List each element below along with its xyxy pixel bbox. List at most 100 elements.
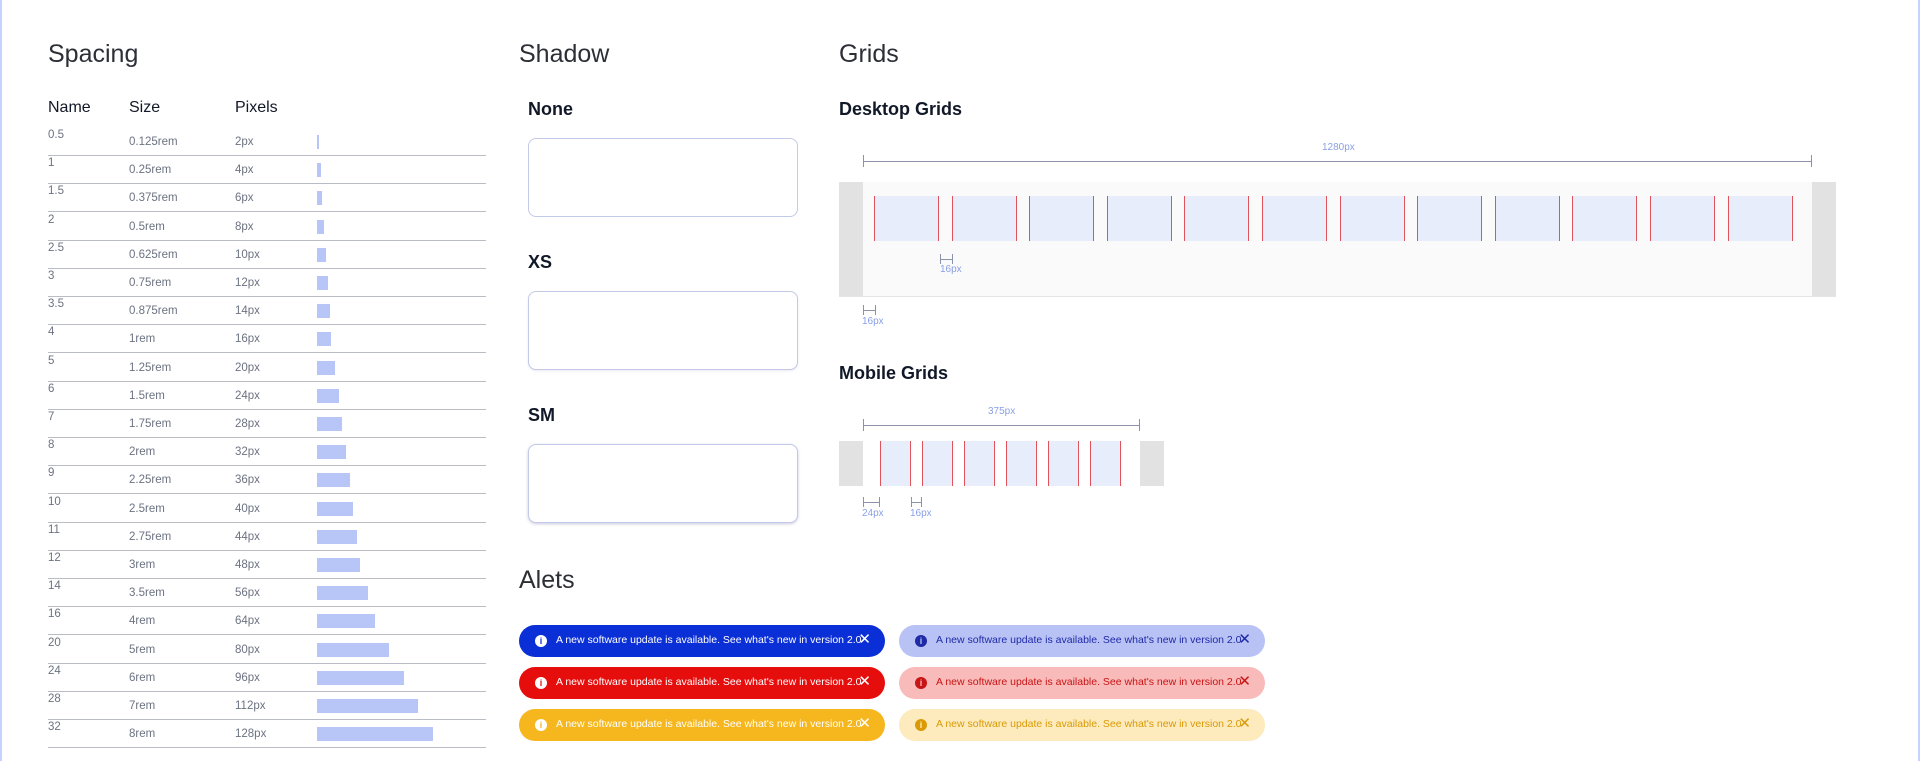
- spacing-name: 8: [48, 439, 55, 452]
- spacing-row: 10 2.5rem 40px: [48, 494, 486, 523]
- alert-message: A new software update is available. See …: [556, 676, 862, 688]
- mobile-grid-column: [1090, 441, 1121, 486]
- spacing-size: 0.75rem: [129, 277, 172, 289]
- shadow-sm-label: SM: [528, 405, 555, 425]
- close-icon[interactable]: ✕: [1238, 673, 1251, 690]
- spacing-row: 32 8rem 128px: [48, 719, 486, 749]
- mobile-width-line: [863, 425, 1140, 426]
- desktop-width-line: [863, 161, 1812, 162]
- shadow-none-sample: [528, 138, 798, 217]
- desktop-width-label: 1280px: [1322, 142, 1355, 153]
- spacing-pixels: 28px: [235, 418, 260, 430]
- desktop-margin-tick-right: [875, 305, 876, 315]
- spacing-pixels: 16px: [235, 333, 260, 346]
- mobile-grid-column: [922, 441, 953, 486]
- spacing-pixels: 48px: [235, 559, 260, 571]
- info-icon: i: [535, 719, 547, 731]
- spacing-pixels: 14px: [235, 305, 260, 318]
- spacing-bar: [317, 191, 322, 206]
- alert-message: A new software update is available. See …: [556, 718, 862, 730]
- mobile-grid-column: [1048, 441, 1079, 486]
- spacing-name: 6: [48, 382, 55, 395]
- desktop-grid-column: [1417, 196, 1483, 241]
- spacing-pixels: 112px: [235, 700, 266, 712]
- desktop-grid-column: [1572, 196, 1638, 241]
- alert-red-solid: i A new software update is available. See…: [519, 667, 885, 699]
- spacing-pixels: 56px: [235, 587, 260, 600]
- mobile-margin-measure: [863, 502, 879, 503]
- spacing-name: 32: [48, 721, 61, 734]
- desktop-margin-left: [839, 182, 863, 296]
- spacing-pixels: 36px: [235, 474, 260, 487]
- spacing-size: 4rem: [129, 615, 156, 628]
- spacing-name: 2.5: [48, 241, 64, 254]
- desktop-margin-tick-left: [863, 305, 864, 315]
- spacing-size: 0.125rem: [129, 136, 178, 148]
- spacing-row: 12 3rem 48px: [48, 550, 486, 579]
- spacing-size: 2.75rem: [129, 530, 172, 543]
- alert-message: A new software update is available. See …: [936, 718, 1242, 730]
- spacing-row: 16 4rem 64px: [48, 606, 486, 636]
- desktop-grid-column: [1494, 196, 1560, 241]
- mobile-grid-column: [964, 441, 995, 486]
- close-icon[interactable]: ✕: [858, 673, 871, 690]
- spacing-row: 8 2rem 32px: [48, 437, 486, 467]
- info-icon: i: [535, 635, 547, 647]
- spacing-name: 11: [48, 523, 60, 536]
- spacing-row: 2.5 0.625rem 10px: [48, 240, 486, 269]
- spacing-pixels: 24px: [235, 389, 260, 402]
- spacing-bar: [317, 247, 326, 262]
- spacing-pixels: 32px: [235, 446, 260, 459]
- spacing-row: 28 7rem 112px: [48, 691, 486, 720]
- spacing-pixels: 8px: [235, 220, 254, 233]
- alert-yellow-solid: i A new software update is available. See…: [519, 709, 885, 741]
- spacing-row: 14 3.5rem 56px: [48, 578, 486, 608]
- spacing-size: 0.375rem: [129, 192, 178, 205]
- alert-message: A new software update is available. See …: [936, 634, 1242, 646]
- spacing-size: 7rem: [129, 700, 156, 712]
- spacing-size: 0.5rem: [129, 220, 165, 233]
- spacing-name: 5: [48, 354, 55, 367]
- spacing-size: 2.5rem: [129, 502, 165, 515]
- spacing-name: 20: [48, 636, 61, 649]
- spacing-size: 1.5rem: [129, 389, 165, 402]
- mobile-gutter-label: 16px: [910, 508, 932, 519]
- spacing-size: 8rem: [129, 728, 156, 741]
- spacing-size: 0.625rem: [129, 248, 178, 261]
- spacing-name: 3: [48, 270, 55, 282]
- spacing-pixels: 44px: [235, 530, 260, 543]
- close-icon[interactable]: ✕: [1238, 715, 1251, 732]
- desktop-margin-measure: [863, 310, 875, 311]
- shadow-sm-sample: [528, 444, 798, 523]
- desktop-grid-column: [1650, 196, 1715, 241]
- frame-edge-right: [1918, 0, 1920, 761]
- spacing-pixels: 80px: [235, 643, 260, 656]
- desktop-grid-frame: [839, 182, 1836, 297]
- spacing-size: 2.25rem: [129, 474, 172, 487]
- spacing-size: 6rem: [129, 671, 156, 684]
- spacing-size: 3.5rem: [129, 587, 165, 600]
- desktop-gutter-measure: [940, 259, 952, 260]
- mobile-margin-tick-right: [879, 497, 880, 507]
- spacing-name: 0.5: [48, 129, 64, 141]
- desktop-grid-column: [1106, 196, 1172, 241]
- spacing-bar: [317, 219, 324, 234]
- spacing-row: 5 1.25rem 20px: [48, 353, 486, 382]
- close-icon[interactable]: ✕: [1238, 631, 1251, 648]
- close-icon[interactable]: ✕: [858, 631, 871, 648]
- desktop-width-tick-left: [863, 155, 864, 167]
- mobile-gutter-measure: [911, 502, 921, 503]
- alerts-title: Alets: [519, 566, 575, 594]
- spacing-header-name: Name: [48, 99, 91, 116]
- close-icon[interactable]: ✕: [858, 715, 871, 732]
- spacing-bar: [317, 332, 331, 347]
- alert-blue-soft: i A new software update is available. See…: [899, 625, 1265, 657]
- desktop-grids-title: Desktop Grids: [839, 99, 963, 119]
- spacing-size: 1.75rem: [129, 418, 172, 430]
- frame-edge-left: [0, 0, 2, 761]
- desktop-margin-label: 16px: [862, 316, 884, 327]
- spacing-pixels: 128px: [235, 728, 267, 741]
- spacing-bar: [317, 558, 360, 572]
- spacing-name: 24: [48, 664, 61, 677]
- spacing-row: 4 1rem 16px: [48, 324, 486, 354]
